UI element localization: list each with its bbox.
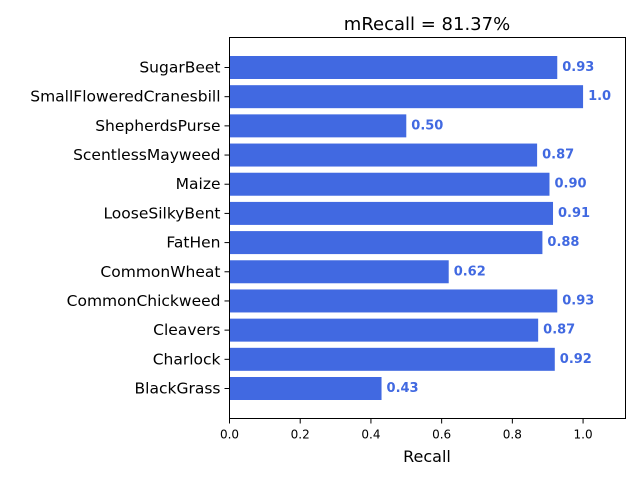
category-label: Charlock	[153, 350, 221, 368]
category-label: ScentlessMayweed	[73, 146, 220, 164]
value-label: 0.93	[562, 293, 594, 308]
data-labels: 0.93 1.0 0.50 0.87 0.90 0.91 0.88 0.62 0.93 0.87 0…	[387, 60, 612, 396]
category-label: CommonWheat	[100, 263, 220, 281]
bar-smallfloweredcranesbill	[229, 85, 584, 109]
value-label: 0.93	[562, 60, 594, 75]
bar-loosesilkybent	[229, 201, 554, 225]
x-tick-label: 0.2	[291, 428, 310, 442]
value-label: 0.91	[558, 206, 590, 221]
bar-blackgrass	[229, 377, 382, 400]
value-label: 0.50	[411, 118, 443, 133]
value-label: 0.62	[454, 264, 486, 279]
category-label: LooseSilkyBent	[103, 204, 220, 222]
bar-charlock	[229, 347, 555, 371]
plot-frame	[229, 37, 626, 419]
value-label: 0.87	[542, 148, 574, 163]
bar-sugarbeet	[229, 56, 558, 79]
category-label: SugarBeet	[139, 59, 220, 77]
x-axis-title: Recall	[403, 447, 451, 466]
category-label: FatHen	[166, 234, 220, 252]
bar-commonwheat	[229, 260, 449, 284]
chart-title: mRecall = 81.37%	[344, 14, 510, 35]
x-ticks: 0.0 0.2 0.4 0.6 0.8 1.0	[220, 418, 593, 442]
bar-shepherdspurse	[229, 114, 407, 138]
category-label: Maize	[176, 175, 221, 193]
value-label: 0.92	[560, 352, 592, 367]
bar-cleavers	[229, 318, 539, 342]
category-labels: SugarBeet SmallFloweredCranesbill Shepherd…	[30, 59, 230, 398]
x-tick-label: 0.4	[361, 428, 380, 442]
x-tick-label: 0.0	[220, 428, 239, 442]
bar-scentlessmayweed	[229, 143, 538, 167]
value-label: 0.43	[387, 381, 419, 396]
category-label: ShepherdsPurse	[95, 117, 220, 135]
x-tick-label: 0.8	[503, 428, 522, 442]
bar-commonchickweed	[229, 289, 558, 313]
value-label: 0.90	[554, 177, 586, 192]
category-label: CommonChickweed	[67, 292, 221, 310]
x-tick-label: 1.0	[574, 428, 593, 442]
value-label: 1.0	[588, 89, 611, 104]
value-label: 0.88	[547, 235, 579, 250]
bars-group	[229, 56, 584, 400]
bar-fathen	[229, 231, 543, 255]
value-label: 0.87	[543, 323, 575, 338]
bar-maize	[229, 172, 550, 196]
category-label: BlackGrass	[135, 380, 221, 398]
category-label: SmallFloweredCranesbill	[30, 88, 220, 106]
category-label: Cleavers	[153, 321, 220, 339]
x-tick-label: 0.6	[432, 428, 451, 442]
